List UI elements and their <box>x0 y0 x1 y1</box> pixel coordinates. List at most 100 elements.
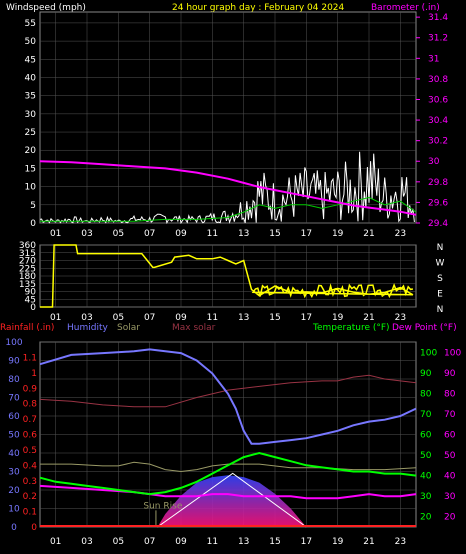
dewpoint-tick: 90 <box>444 369 456 379</box>
rain-tick: 0.1 <box>23 508 37 518</box>
chart-title: 24 hour graph day : February 04 2024 <box>172 3 345 13</box>
ytick-label: 10 <box>25 183 37 193</box>
compass-label: W <box>436 259 445 269</box>
xtick-label: 09 <box>175 229 187 239</box>
ytick-label: 180 <box>19 272 36 282</box>
ytick-label: 25 <box>25 128 36 138</box>
rain-tick: 0 <box>31 523 37 533</box>
temperature-tick: 80 <box>420 389 432 399</box>
windspeed-label: Windspeed (mph) <box>6 3 86 13</box>
y2tick-label: 30.4 <box>428 116 448 126</box>
xtick-label: 07 <box>144 229 155 239</box>
compass-label: S <box>437 274 443 284</box>
xtick-label: 15 <box>269 229 280 239</box>
y2tick-label: 29.8 <box>428 178 448 188</box>
xtick-label: 05 <box>113 313 124 323</box>
humidity-tick: 40 <box>8 449 20 459</box>
compass-label: N <box>437 243 444 253</box>
y2tick-label: 30 <box>428 157 440 167</box>
humidity-label: Humidity <box>67 323 108 333</box>
sunrise-annotation: Sun Rise <box>143 502 182 512</box>
humidity-tick: 20 <box>8 486 20 496</box>
ytick-label: 360 <box>19 241 36 251</box>
xtick-label: 23 <box>395 313 406 323</box>
xtick-label: 23 <box>395 229 406 239</box>
xtick-label: 17 <box>301 313 312 323</box>
xtick-label: 11 <box>207 313 218 323</box>
temperature-tick: 20 <box>420 513 432 523</box>
xtick-label: 05 <box>113 229 124 239</box>
dewpoint-tick: 20 <box>444 513 456 523</box>
dewpoint-tick: 100 <box>444 348 461 358</box>
series-max-solar <box>39 374 417 408</box>
rain-tick: 0.5 <box>23 446 37 456</box>
ytick-label: 0 <box>30 303 36 313</box>
rain-tick: 1.1 <box>23 353 37 363</box>
windspeed-panel: 051015202530354045505529.429.629.83030.2… <box>25 11 448 239</box>
y2tick-label: 29.6 <box>428 198 448 208</box>
series-humidity <box>39 348 417 445</box>
xtick-label: 21 <box>363 229 374 239</box>
xtick-label: 15 <box>269 313 280 323</box>
humidity-tick: 30 <box>8 468 20 478</box>
series-wind-direction <box>40 244 414 308</box>
y2tick-label: 30.2 <box>428 137 448 147</box>
ytick-label: 40 <box>25 73 37 83</box>
xtick-label: 23 <box>395 537 406 547</box>
ytick-label: 5 <box>30 201 36 211</box>
humidity-tick: 100 <box>5 338 22 348</box>
temperature-humidity-panel: 10090807060504030201001.110.90.80.70.60.… <box>5 338 461 547</box>
ytick-label: 15 <box>25 164 36 174</box>
rain-tick: 0.7 <box>23 415 37 425</box>
xtick-label: 21 <box>363 537 374 547</box>
xtick-label: 09 <box>175 313 187 323</box>
humidity-tick: 70 <box>8 394 20 404</box>
y2tick-label: 30.6 <box>428 95 448 105</box>
dewpoint-tick: 30 <box>444 492 456 502</box>
xtick-label: 07 <box>144 537 155 547</box>
ytick-label: 50 <box>25 37 37 47</box>
solar-radiation-area <box>157 475 307 527</box>
dewpoint-label: Dew Point (°F) <box>392 323 457 333</box>
ytick-label: 45 <box>25 295 36 305</box>
xtick-label: 01 <box>50 313 61 323</box>
xtick-label: 15 <box>269 537 280 547</box>
max-solar-label: Max solar <box>172 323 216 333</box>
temperature-tick: 30 <box>420 492 432 502</box>
humidity-tick: 90 <box>8 357 20 367</box>
xtick-label: 13 <box>238 229 249 239</box>
dewpoint-tick: 60 <box>444 431 456 441</box>
xtick-label: 13 <box>238 313 249 323</box>
ytick-label: 20 <box>25 146 37 156</box>
rain-tick: 0.8 <box>23 400 38 410</box>
series-wind-avg <box>40 196 417 222</box>
rain-tick: 0.6 <box>23 431 38 441</box>
xtick-label: 11 <box>207 537 218 547</box>
xtick-label: 19 <box>332 313 344 323</box>
y2tick-label: 31.2 <box>428 34 448 44</box>
compass-label: E <box>437 290 443 300</box>
humidity-tick: 10 <box>8 505 20 515</box>
temperature-label: Temperature (°F) <box>312 323 390 333</box>
xtick-label: 13 <box>238 537 249 547</box>
temperature-tick: 100 <box>420 348 437 358</box>
ytick-label: 35 <box>25 92 36 102</box>
rainfall-label: Rainfall (.in) <box>0 323 54 333</box>
dewpoint-tick: 40 <box>444 472 456 482</box>
temperature-tick: 60 <box>420 431 432 441</box>
xtick-label: 01 <box>50 229 61 239</box>
xtick-label: 19 <box>332 229 344 239</box>
temperature-tick: 40 <box>420 472 432 482</box>
rain-tick: 1 <box>31 369 37 379</box>
dewpoint-tick: 80 <box>444 389 456 399</box>
humidity-tick: 0 <box>11 523 17 533</box>
xtick-label: 17 <box>301 229 312 239</box>
ytick-label: 135 <box>19 280 36 290</box>
xtick-label: 03 <box>81 313 92 323</box>
rain-tick: 0.3 <box>23 477 37 487</box>
xtick-label: 17 <box>301 537 312 547</box>
xtick-label: 01 <box>50 537 61 547</box>
y2tick-label: 31.4 <box>428 13 448 23</box>
y2tick-label: 30.8 <box>428 75 448 85</box>
xtick-label: 03 <box>81 537 92 547</box>
